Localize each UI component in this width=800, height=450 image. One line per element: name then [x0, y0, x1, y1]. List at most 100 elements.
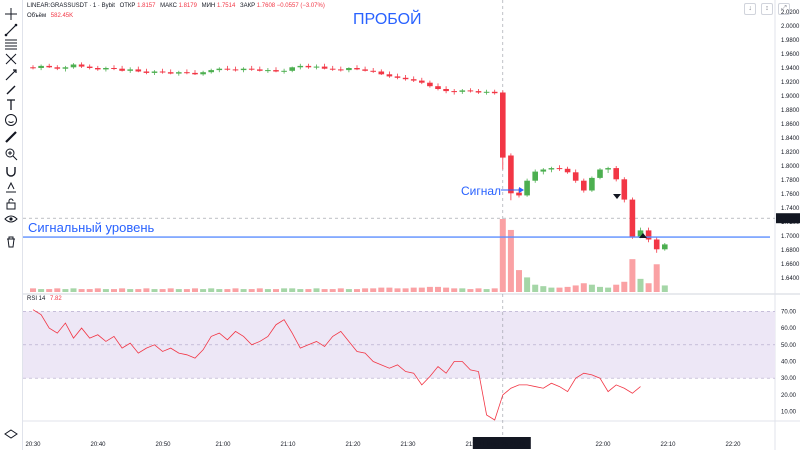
volume-bar	[637, 278, 644, 292]
candle-body	[605, 168, 611, 170]
chart-area[interactable]: 2.0200 2.0000 1.9800 1.9600 1.9400 1.9200 1.90…	[23, 0, 800, 450]
candle-body	[95, 68, 101, 70]
price-tick-label: 1.7600	[781, 192, 800, 198]
eye-icon[interactable]	[4, 212, 18, 226]
volume-bar	[273, 289, 279, 292]
candle-body	[208, 70, 214, 73]
candle-body	[524, 180, 530, 196]
volume-bar	[548, 287, 555, 292]
low-label: МИН	[201, 3, 216, 9]
candle-body	[119, 68, 125, 71]
candle-body	[346, 68, 352, 71]
volume-bar	[256, 288, 263, 292]
trash-icon[interactable]	[4, 235, 18, 249]
candle-body	[637, 230, 644, 237]
volume-bar	[135, 289, 142, 292]
volume-bar	[240, 289, 247, 292]
open-value: 1.8157	[137, 3, 156, 9]
rsi-value: 7.82	[50, 296, 62, 302]
scroll-down-button[interactable]: ↓	[744, 3, 757, 15]
magnet-icon[interactable]	[4, 165, 18, 179]
volume-bar	[483, 289, 490, 292]
crosshair-icon[interactable]	[4, 7, 18, 21]
volume-bar	[305, 289, 312, 292]
candle-body	[240, 68, 247, 71]
candle-body	[321, 66, 328, 69]
symbol-label[interactable]: LINEAR:GRASSUSDT · 1 · Bybit	[27, 3, 115, 9]
candle-body	[78, 64, 85, 67]
candle-body	[621, 179, 628, 200]
price-tick-label: 1.8000	[781, 164, 800, 170]
candle-body	[540, 169, 547, 172]
volume-bar	[394, 288, 401, 292]
volume-bar	[86, 289, 93, 292]
ruler-icon[interactable]	[4, 130, 18, 144]
time-tick-label: 22:00	[595, 442, 611, 448]
annotation-title: ПРОБОЙ	[353, 9, 422, 28]
volume-bar	[491, 288, 498, 292]
volume-legend[interactable]: Объём 582.45K	[27, 13, 73, 19]
candle-body	[38, 65, 44, 68]
resize-button[interactable]: ↕	[761, 3, 774, 15]
pitchfork-icon[interactable]	[4, 68, 18, 82]
volume-bar	[232, 288, 239, 292]
candle-body	[548, 168, 555, 170]
volume-bar	[629, 259, 636, 292]
lock-drawing-icon[interactable]	[4, 180, 18, 194]
volume-bar	[54, 288, 61, 292]
signal-label: Сигнал	[461, 184, 501, 198]
horizontal-lines-icon[interactable]	[4, 37, 18, 51]
candle-body	[313, 66, 320, 68]
drawing-toolbar	[0, 0, 23, 450]
candle-body	[338, 69, 344, 71]
volume-bar	[70, 288, 77, 292]
volume-bar	[159, 289, 166, 292]
volume-bar	[386, 287, 393, 292]
time-tick-label: 21:10	[280, 442, 296, 448]
volume-bar	[62, 289, 69, 292]
trend-line-icon[interactable]	[4, 23, 18, 37]
volume-bar	[167, 288, 174, 292]
emoji-icon[interactable]	[4, 113, 18, 127]
volume-bar	[345, 289, 352, 292]
candle-body	[297, 65, 304, 68]
fullscreen-button[interactable]: ⤢	[778, 3, 790, 15]
volume-bar	[426, 286, 433, 292]
candle-body	[224, 68, 231, 70]
volume-bar	[102, 289, 109, 292]
time-tick-label: 21:30	[400, 442, 416, 448]
candle-body	[265, 70, 271, 72]
brush-icon[interactable]	[4, 83, 18, 97]
candle-body	[167, 72, 174, 74]
volume-bar	[451, 288, 458, 292]
rsi-band	[23, 311, 775, 379]
layers-icon[interactable]	[4, 428, 18, 442]
price-tick-label: 1.7400	[781, 206, 800, 212]
rsi-tick-label: 50.00	[781, 343, 797, 349]
volume-bar	[443, 287, 450, 292]
zoom-icon[interactable]	[4, 147, 18, 161]
price-tick-label: 1.8800	[781, 108, 800, 114]
volume-bar	[151, 289, 158, 292]
candle-body	[305, 65, 312, 68]
candle-body	[370, 70, 376, 72]
rsi-legend[interactable]: RSI 14 7.82	[27, 296, 62, 302]
candle-body	[378, 71, 385, 75]
candle-body	[597, 169, 603, 178]
price-tick-label: 1.8600	[781, 122, 800, 128]
price-tick-label: 1.8400	[781, 136, 800, 142]
candle-body	[184, 72, 190, 74]
volume-bar	[38, 289, 45, 292]
price-tick-label: 1.9400	[781, 66, 800, 72]
fib-icon[interactable]	[4, 52, 18, 66]
volume-bar	[572, 285, 579, 292]
text-icon[interactable]	[4, 98, 18, 112]
rsi-tick-label: 30.00	[781, 376, 797, 382]
candle-body	[427, 82, 433, 87]
volume-bar	[30, 288, 36, 292]
candle-body	[232, 69, 239, 71]
price-chart-svg[interactable]: 2.0200 2.0000 1.9800 1.9600 1.9400 1.9200 1.90…	[23, 0, 800, 450]
rsi-tick-label: 10.00	[781, 410, 797, 416]
rsi-line	[32, 309, 641, 421]
unlock-icon[interactable]	[4, 197, 18, 211]
